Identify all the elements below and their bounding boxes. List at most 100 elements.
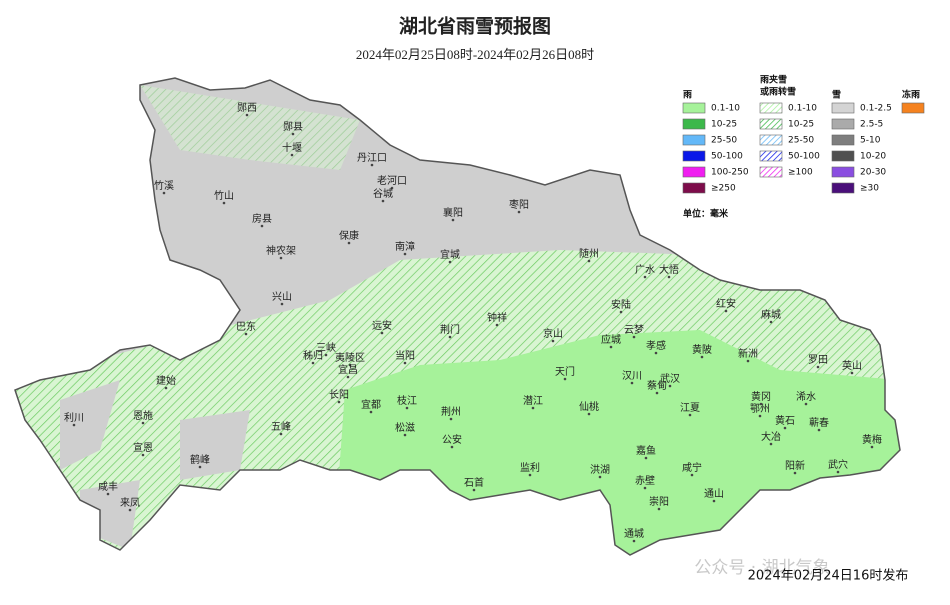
city-label: 南漳 xyxy=(395,240,415,253)
city-dot xyxy=(198,465,202,469)
legend-header: 雨夹雪 xyxy=(760,74,787,86)
city-dot xyxy=(260,224,264,228)
legend-header: 雪 xyxy=(832,89,841,101)
city-dot xyxy=(222,201,226,205)
snow-area xyxy=(180,410,250,480)
city-dot xyxy=(472,488,476,492)
legend-swatch xyxy=(682,166,706,178)
city-dot xyxy=(451,218,455,222)
city-dot xyxy=(817,428,821,432)
city-label: 宣恩 xyxy=(133,441,153,454)
city-label: 咸丰 xyxy=(98,480,118,493)
city-dot xyxy=(311,361,315,365)
city-label: 黄梅 xyxy=(862,433,882,446)
city-label: 武穴 xyxy=(828,458,848,471)
city-dot xyxy=(291,132,295,136)
city-label: 荆州 xyxy=(441,405,461,418)
city-dot xyxy=(517,210,521,214)
province-outline xyxy=(14,77,901,556)
city-dot xyxy=(769,320,773,324)
city-dot xyxy=(632,335,636,339)
city-dot xyxy=(667,275,671,279)
legend-swatch xyxy=(831,166,855,178)
city-label: 麻城 xyxy=(761,308,781,321)
legend: 雨 0.1-10 10-25 25-50 50-100 100-250 ≥250 雨夹雪或雨转… xyxy=(682,74,925,220)
city-dot xyxy=(688,413,692,417)
city-dot xyxy=(141,453,145,457)
city-label: 利川 xyxy=(64,412,84,424)
city-dot xyxy=(369,410,373,414)
city-label: 安陆 xyxy=(611,298,631,311)
title: 湖北省雨雪预报图 xyxy=(399,15,551,38)
city-label: 英山 xyxy=(842,359,862,372)
city-label: 来凤 xyxy=(120,497,140,509)
legend-label: 50-100 xyxy=(788,152,820,162)
legend-swatch xyxy=(759,166,783,178)
city-dot xyxy=(758,414,762,418)
city-label: 仙桃 xyxy=(579,400,599,413)
legend-label: 0.1-10 xyxy=(788,104,817,114)
city-label: 新洲 xyxy=(738,347,758,360)
city-label: 恩施 xyxy=(133,409,153,422)
city-dot xyxy=(448,260,452,264)
city-label: 浠水 xyxy=(796,390,816,403)
legend-label: 100-250 xyxy=(711,168,749,178)
city-label: 钟祥 xyxy=(487,311,507,324)
legend-header: 雨 xyxy=(683,90,692,101)
city-label: 通山 xyxy=(704,488,724,500)
legend-swatch xyxy=(759,134,783,146)
legend-swatch xyxy=(682,182,706,194)
city-dot xyxy=(783,426,787,430)
city-dot xyxy=(712,499,716,503)
city-label: 鄂州 xyxy=(750,403,770,415)
legend-label: 50-100 xyxy=(711,152,743,162)
city-label: 蔡甸 xyxy=(647,379,667,392)
legend-label: 10-25 xyxy=(711,120,737,130)
city-dot xyxy=(324,353,328,357)
city-label: 三峡 xyxy=(316,341,336,354)
city-dot xyxy=(495,323,499,327)
city-dot xyxy=(244,332,248,336)
city-label: 襄阳 xyxy=(443,206,463,219)
city-label: 宜都 xyxy=(361,398,381,411)
city-dot xyxy=(245,113,249,117)
city-label: 通城 xyxy=(624,528,644,540)
city-label: 宜昌 xyxy=(338,363,358,376)
legend-swatch xyxy=(759,118,783,130)
legend-swatch xyxy=(901,102,925,114)
city-label: 十堰 xyxy=(282,141,302,154)
city-dot xyxy=(643,275,647,279)
city-dot xyxy=(700,355,704,359)
city-dot xyxy=(449,417,453,421)
city-dot xyxy=(290,153,294,157)
city-dot xyxy=(128,508,132,512)
legend-label: 0.1-2.5 xyxy=(860,104,892,114)
city-label: 大冶 xyxy=(761,430,781,443)
city-label: 秭归 xyxy=(303,349,323,362)
city-label: 巴东 xyxy=(236,320,256,333)
legend-swatch xyxy=(759,102,783,114)
city-label: 咸宁 xyxy=(682,461,702,474)
footer: 2024年02月24日16时发布 xyxy=(748,568,909,584)
legend-swatch xyxy=(831,150,855,162)
city-label: 黄陂 xyxy=(692,343,712,356)
city-dot xyxy=(870,445,874,449)
city-dot xyxy=(644,456,648,460)
city-label: 应城 xyxy=(601,333,621,346)
legend-label: 25-50 xyxy=(711,136,737,146)
city-label: 石首 xyxy=(464,476,484,489)
city-label: 孝感 xyxy=(646,339,666,352)
city-label: 天门 xyxy=(555,365,575,378)
city-label: 京山 xyxy=(543,327,563,340)
city-dot xyxy=(657,507,661,511)
city-dot xyxy=(655,391,659,395)
legend-swatch xyxy=(682,118,706,130)
city-label: 宜城 xyxy=(440,248,460,261)
city-dot xyxy=(348,363,352,367)
city-label: 大悟 xyxy=(659,263,679,276)
city-label: 松滋 xyxy=(395,421,415,434)
city-label: 郧县 xyxy=(283,121,303,133)
city-dot xyxy=(403,252,407,256)
legend-header: 或雨转雪 xyxy=(760,86,796,98)
